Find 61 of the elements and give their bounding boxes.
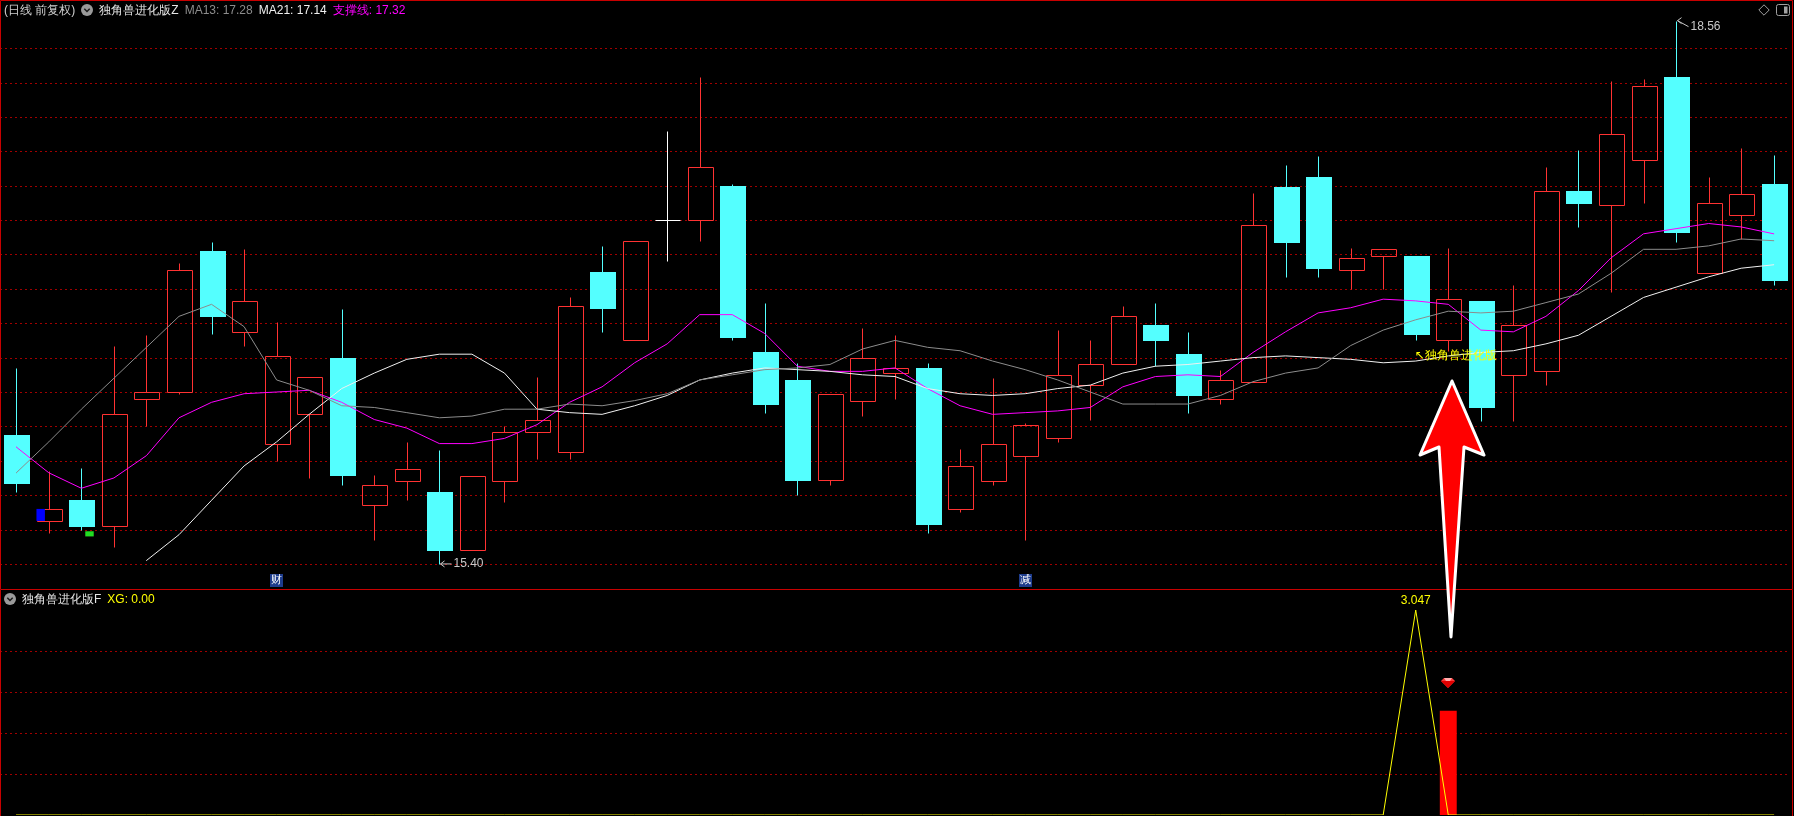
text: MA21: 17.14 xyxy=(258,3,327,17)
candlestick xyxy=(1339,248,1365,290)
candlestick xyxy=(134,335,160,427)
candlestick xyxy=(1176,332,1202,414)
candlestick xyxy=(395,442,421,501)
candlestick xyxy=(427,450,453,565)
candlestick xyxy=(232,249,258,347)
x-tick-label: 减 xyxy=(1019,573,1031,586)
candlestick xyxy=(492,426,518,503)
candlestick xyxy=(200,242,226,335)
data-label: 3.047 xyxy=(1400,593,1432,608)
candlestick xyxy=(1566,150,1592,228)
candlestick xyxy=(1111,306,1137,365)
candlestick xyxy=(37,471,63,534)
candlestick xyxy=(1599,81,1625,293)
candlestick xyxy=(1632,79,1658,204)
candlestick xyxy=(916,363,942,534)
candlestick xyxy=(525,377,551,460)
candlestick xyxy=(655,131,681,262)
candlestick xyxy=(297,377,323,479)
candlestick xyxy=(623,241,649,341)
candlestick xyxy=(1762,155,1788,286)
candlestick xyxy=(1241,193,1267,383)
candlestick xyxy=(753,303,779,414)
candlestick xyxy=(558,297,584,460)
candlestick xyxy=(850,328,876,417)
candlestick xyxy=(330,309,356,486)
candlestick xyxy=(69,468,95,531)
candlestick xyxy=(1664,21,1690,243)
text: XG: 0.00 xyxy=(107,592,155,606)
chart-subtitle: 独角兽进化版Z xyxy=(99,3,179,17)
chart-title: (日线 前复权) xyxy=(4,3,76,17)
text: MA13: 17.28 xyxy=(184,3,253,17)
candlestick xyxy=(1143,303,1169,367)
candlestick xyxy=(265,322,291,462)
x-tick-label: 财 xyxy=(271,573,283,586)
text: 18.56 xyxy=(1690,18,1721,33)
candlestick xyxy=(1501,285,1527,422)
candlestick xyxy=(785,363,811,496)
candlestick xyxy=(818,394,844,486)
text: 支撑线: 17.32 xyxy=(332,3,406,17)
candlestick xyxy=(948,449,974,513)
candlestick xyxy=(1371,249,1397,290)
chart-title: 独角兽进化版F xyxy=(22,592,102,606)
candlestick xyxy=(1306,156,1332,278)
candlestick xyxy=(1697,177,1723,274)
candlestick xyxy=(1046,330,1072,443)
candlestick xyxy=(1404,256,1430,341)
candlestick xyxy=(362,475,388,541)
candlestick xyxy=(1078,340,1104,421)
candlestick xyxy=(1729,148,1755,240)
text: 15.40 xyxy=(453,556,484,571)
candlestick xyxy=(981,378,1007,486)
candlestick xyxy=(460,476,486,551)
candlestick xyxy=(1534,167,1560,386)
candlestick xyxy=(1274,165,1300,278)
candlestick xyxy=(4,368,30,493)
candlestick xyxy=(590,246,616,333)
candlestick xyxy=(102,346,128,548)
candlestick xyxy=(688,77,714,242)
candlestick xyxy=(1013,423,1039,541)
